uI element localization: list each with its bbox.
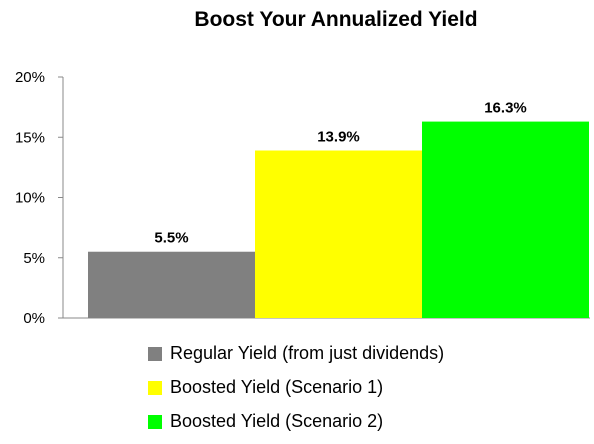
legend: Regular Yield (from just dividends) Boos… [148, 342, 444, 444]
bars: 5.5% 13.9% 16.3% [88, 100, 589, 319]
legend-item-scenario-1: Boosted Yield (Scenario 1) [148, 376, 444, 410]
y-tick-label: 15% [15, 129, 45, 146]
bar-data-label: 13.9% [317, 129, 360, 146]
legend-item-scenario-2: Boosted Yield (Scenario 2) [148, 410, 444, 444]
legend-swatch-scenario-1 [148, 381, 162, 395]
legend-swatch-regular-yield [148, 347, 162, 361]
bar [88, 251, 255, 318]
y-tick-label: 0% [23, 310, 45, 327]
legend-label-scenario-1: Boosted Yield (Scenario 1) [170, 377, 384, 397]
chart-title: Boost Your Annualized Yield [194, 8, 477, 31]
bar [255, 150, 422, 318]
legend-swatch-scenario-2 [148, 415, 162, 429]
bar-data-label: 16.3% [484, 100, 527, 117]
legend-item-regular-yield: Regular Yield (from just dividends) [148, 342, 444, 376]
legend-label-regular-yield: Regular Yield (from just dividends) [170, 343, 445, 363]
y-tick-label: 20% [15, 69, 45, 86]
bar [422, 121, 589, 319]
y-tick-label: 10% [15, 190, 45, 207]
y-tick-label: 5% [23, 250, 45, 267]
legend-label-scenario-2: Boosted Yield (Scenario 2) [170, 411, 384, 431]
bar-data-label: 5.5% [154, 230, 188, 247]
